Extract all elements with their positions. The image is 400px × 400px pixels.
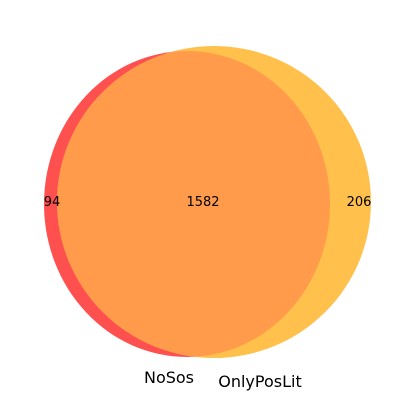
onlyposlit-only-count: 206	[347, 195, 372, 210]
set-label-onlyposlit: OnlyPosLit	[218, 372, 301, 391]
intersection-count: 1582	[186, 195, 219, 210]
nosos-only-count: 94	[44, 195, 61, 210]
set-label-nosos: NoSos	[144, 368, 194, 387]
